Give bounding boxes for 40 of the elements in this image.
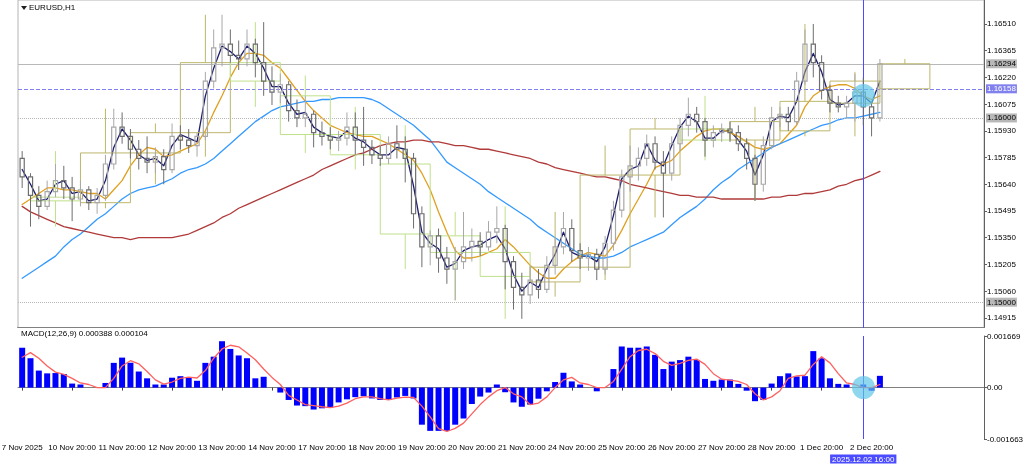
x-tick-label: 19 Nov 20:00 — [398, 442, 447, 452]
y-tick-label: 1.16510 — [987, 19, 1017, 29]
y-tick-label: 1.15930 — [987, 126, 1017, 136]
y-tick-label: 1.16075 — [987, 99, 1017, 109]
y-tick-label: 0.00 — [987, 383, 1004, 393]
y-tick-label: 1.15495 — [987, 206, 1017, 216]
x-tick-label: 2 Dec 20:00 — [850, 442, 894, 452]
y-tick-label: 1.15785 — [987, 153, 1017, 163]
x-tick-label: 1 Dec 20:00 — [800, 442, 844, 452]
y-tick-label: 1.15060 — [987, 286, 1017, 296]
x-tick-label: 13 Nov 20:00 — [198, 442, 247, 452]
ref-line-label: 1.16294 — [987, 59, 1017, 69]
chart-title: EURUSD,H1 — [29, 2, 76, 12]
ref-line-label: 1.15000 — [987, 297, 1017, 307]
x-tick-label: 24 Nov 20:00 — [547, 442, 597, 452]
x-tick-label: 26 Nov 20:00 — [647, 442, 697, 452]
ref-line-label: 1.16000 — [987, 113, 1017, 123]
y-tick-label: 1.14915 — [987, 313, 1017, 323]
x-tick-label: 12 Nov 20:00 — [148, 442, 197, 452]
y-tick-label: 1.15350 — [987, 233, 1017, 243]
x-tick-label: 17 Nov 20:00 — [298, 442, 347, 452]
x-tick-label: 2025.12.02 16:00 — [832, 455, 895, 464]
y-tick-label: 1.16365 — [987, 46, 1017, 56]
x-tick-label: 7 Nov 2025 — [1, 442, 44, 452]
x-tick-label: 27 Nov 20:00 — [697, 442, 747, 452]
x-tick-label: 25 Nov 20:00 — [597, 442, 647, 452]
x-tick-label: 18 Nov 20:00 — [348, 442, 397, 452]
y-tick-label: 1.15205 — [987, 259, 1017, 269]
x-tick-label: 21 Nov 20:00 — [498, 442, 547, 452]
chart-title: MACD(12,26,9) 0.000388 0.000104 — [21, 328, 149, 338]
x-tick-label: 11 Nov 20:00 — [98, 442, 147, 452]
x-tick-label: 28 Nov 20:00 — [747, 442, 796, 452]
ref-line-label: 1.16158 — [987, 84, 1017, 94]
y-tick-label: 1.15640 — [987, 179, 1017, 189]
y-tick-label: 1.16220 — [987, 72, 1017, 82]
x-tick-label: 14 Nov 20:00 — [248, 442, 297, 452]
x-tick-label: 20 Nov 20:00 — [448, 442, 497, 452]
y-tick-label: -0.001663 — [987, 434, 1024, 444]
y-tick-label: 0.001669 — [987, 331, 1021, 341]
x-tick-label: 10 Nov 20:00 — [48, 442, 97, 452]
